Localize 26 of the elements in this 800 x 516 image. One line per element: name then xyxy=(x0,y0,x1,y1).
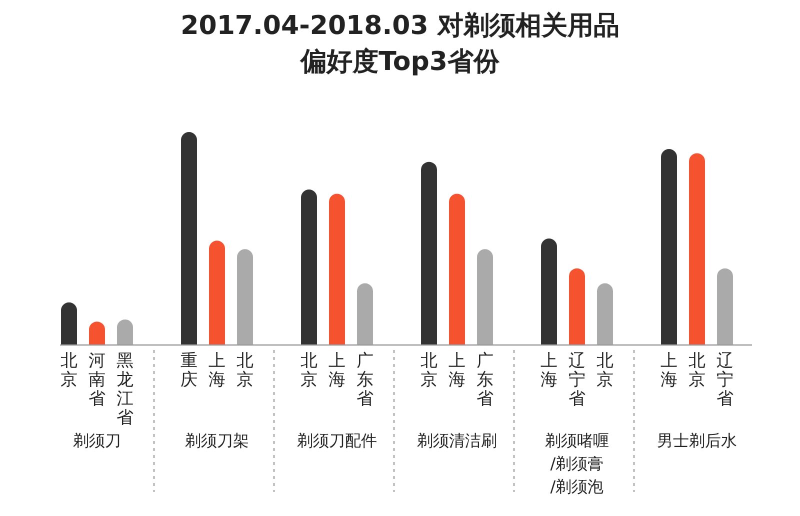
x-tick-label: 上海 xyxy=(540,351,558,390)
text: 剃须啫喱/剃须膏/剃须泡 xyxy=(545,431,609,496)
x-tick-label: 上海 xyxy=(448,351,466,390)
text: 剃须刀架 xyxy=(185,431,249,450)
text: 剃须刀 xyxy=(73,431,121,450)
x-tick-label: 北京 xyxy=(300,351,318,390)
chart-title: 2017.04-2018.03 对剃须相关用品 xyxy=(180,11,620,41)
x-tick-label: 北京 xyxy=(688,351,706,390)
x-tick-label: 辽宁省 xyxy=(568,351,586,409)
x-tick-label: 黑龙江省 xyxy=(116,351,134,428)
x-tick-label: 重庆 xyxy=(180,351,198,390)
x-tick-label: 广东省 xyxy=(356,351,374,409)
text: 剃须刀配件 xyxy=(297,431,377,450)
x-tick-label: 河南省 xyxy=(88,351,106,409)
x-tick-label: 上海 xyxy=(208,351,226,390)
x-tick-label: 北京 xyxy=(236,351,254,390)
x-tick-label: 北京 xyxy=(596,351,614,390)
x-tick-label: 上海 xyxy=(660,351,678,390)
chart-subtitle: 偏好度Top3省份 xyxy=(300,47,500,77)
x-tick-label: 北京 xyxy=(60,351,78,390)
text: 男士剃后水 xyxy=(657,431,737,450)
text: 剃须清洁刷 xyxy=(417,431,497,450)
x-tick-label: 辽宁省 xyxy=(716,351,734,409)
x-tick-label: 广东省 xyxy=(476,351,494,409)
x-tick-label: 上海 xyxy=(328,351,346,390)
x-tick-label: 北京 xyxy=(420,351,438,390)
